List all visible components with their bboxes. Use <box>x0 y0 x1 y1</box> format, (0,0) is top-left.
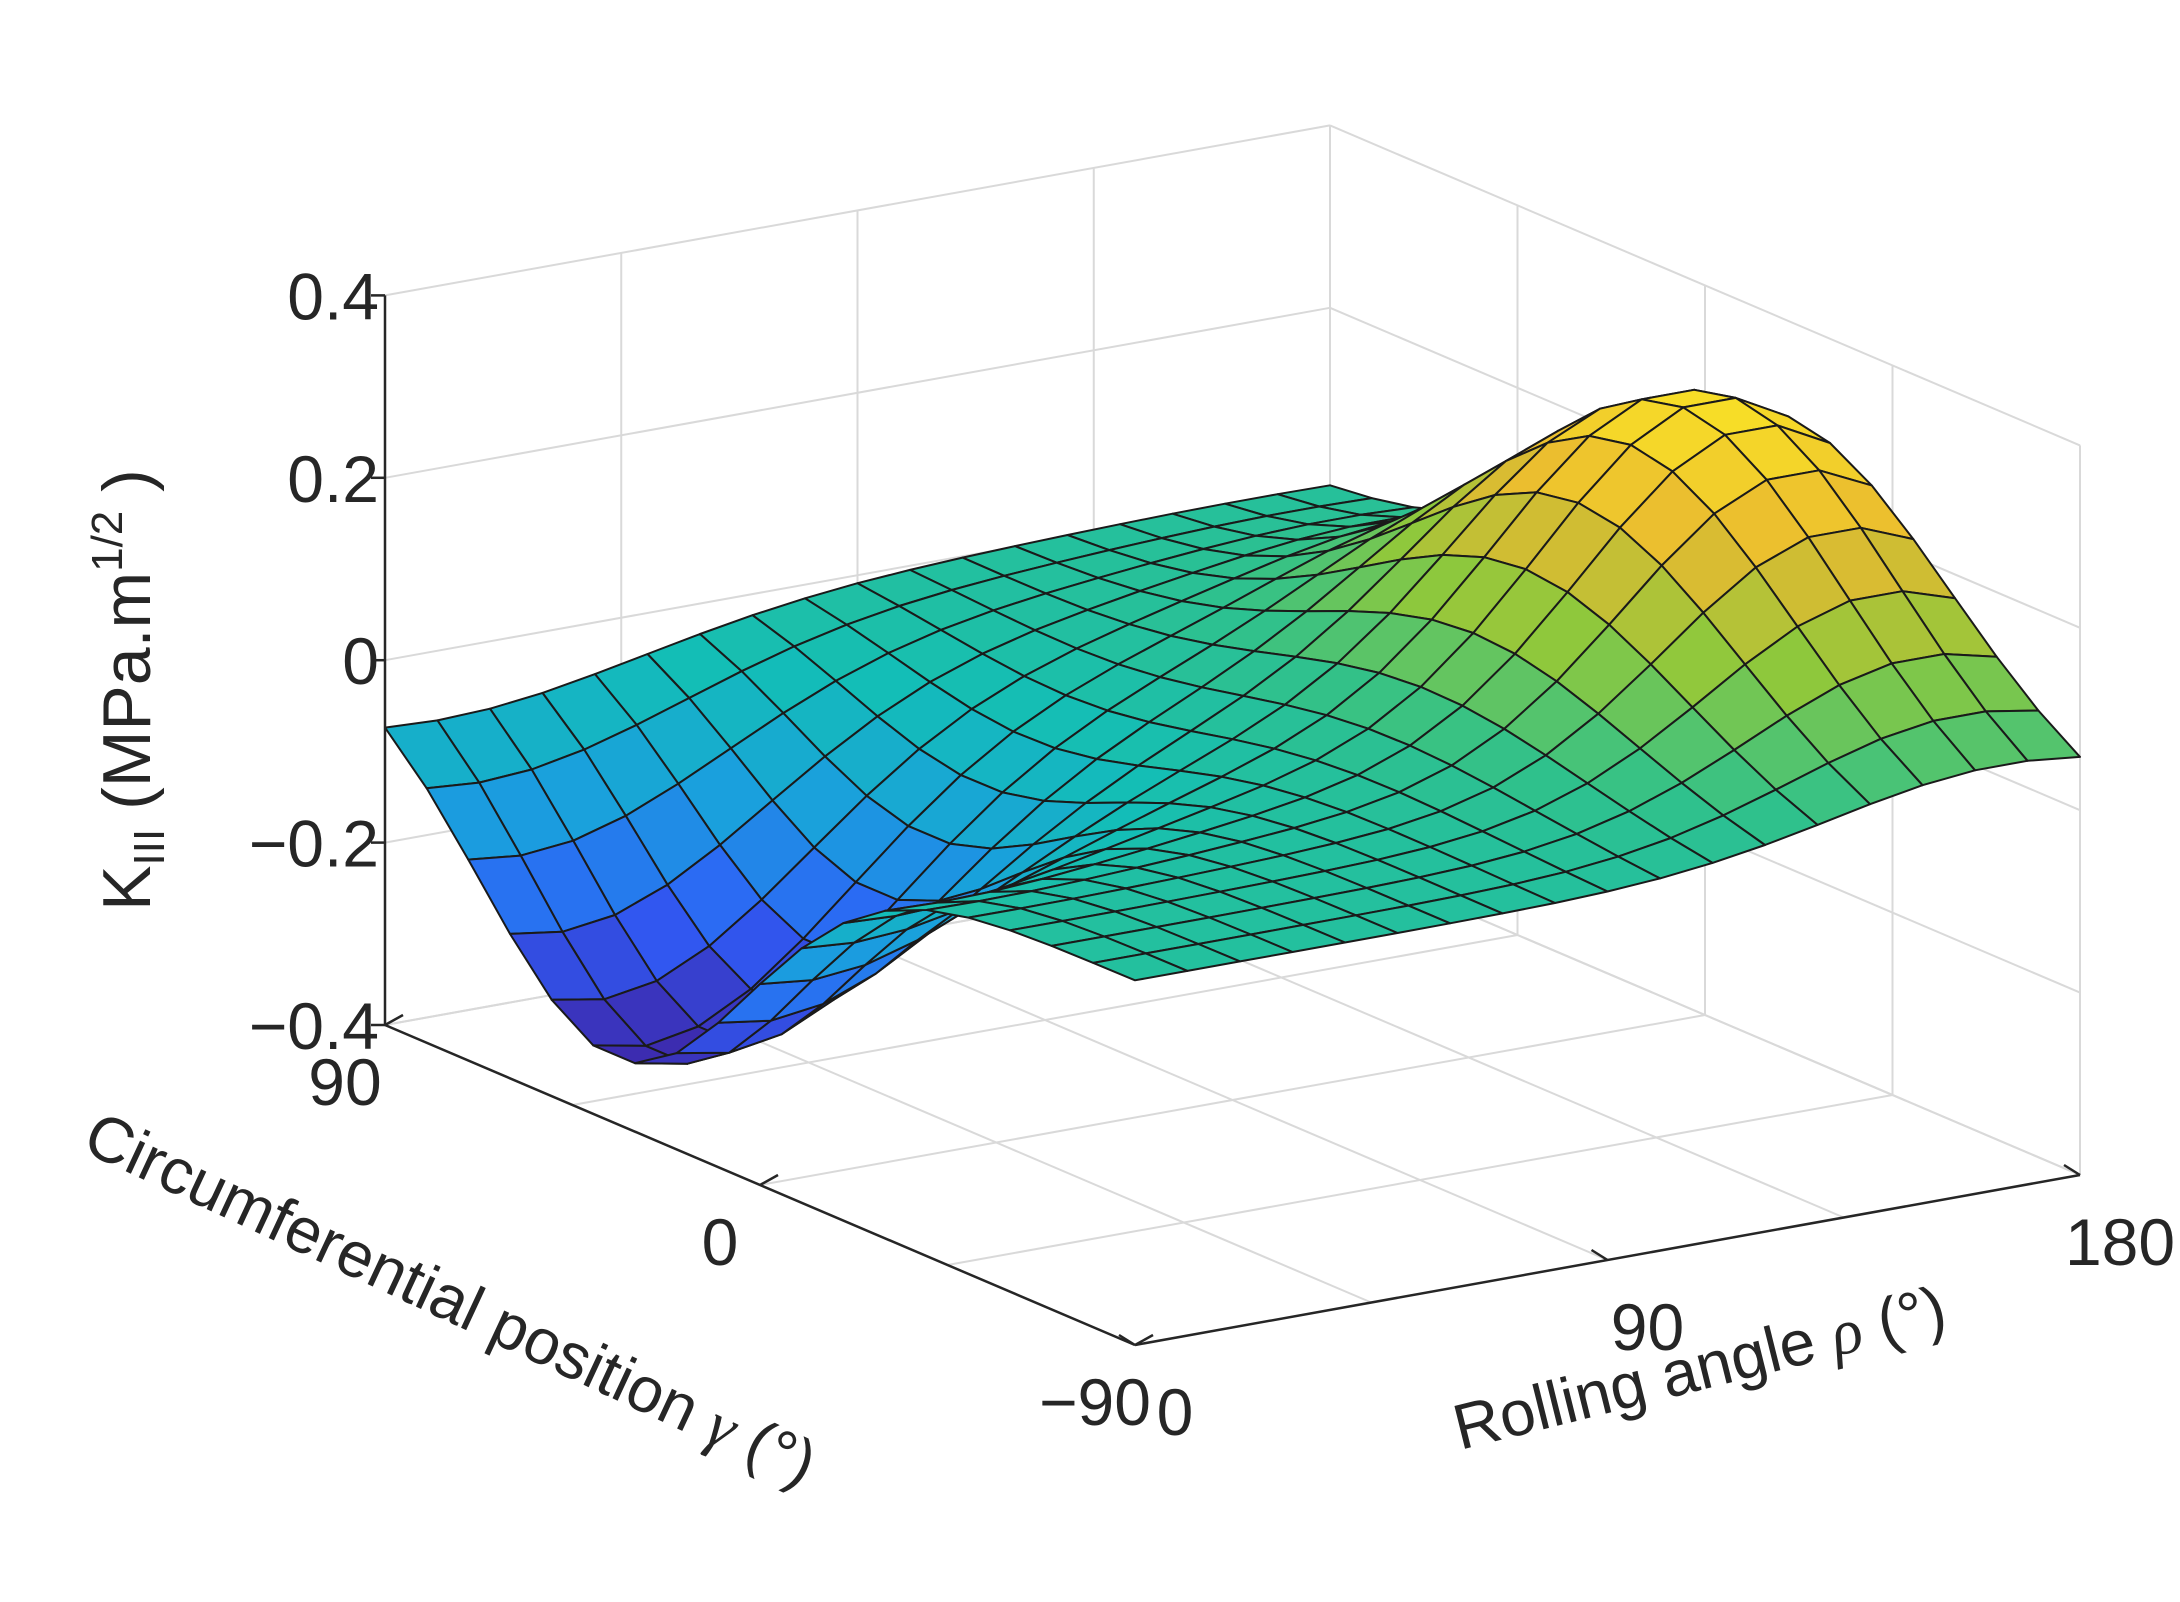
x-tick <box>1590 1248 1609 1262</box>
y-tick <box>1134 1333 1154 1347</box>
grid-line <box>384 124 1331 297</box>
z-tick-label: 0.4 <box>287 259 379 333</box>
y-tick-label: 0 <box>702 1205 739 1279</box>
x-tick-label: 90 <box>1611 1290 1684 1364</box>
y-axis-label: Circumferential position γ (°) <box>74 1097 827 1499</box>
z-label-units: (MPa.m <box>89 572 165 829</box>
z-tick-label: −0.2 <box>249 807 379 881</box>
grid-line <box>384 306 1331 479</box>
y-tick-label: 90 <box>308 1045 381 1119</box>
z-label-main: K <box>89 865 165 910</box>
x-tick <box>1118 1333 1136 1347</box>
x-tick-label: 180 <box>2065 1205 2175 1279</box>
z-label-units-sup: 1/2 <box>83 511 132 572</box>
z-tick-label: 0.2 <box>287 442 379 516</box>
surface-mesh <box>384 388 2081 1065</box>
x-tick-label: 0 <box>1157 1375 1194 1449</box>
z-label-subscript: III <box>125 829 174 866</box>
y-tick <box>384 1013 404 1027</box>
grid-line <box>759 1014 1706 1186</box>
z-tick-label: −0.4 <box>249 989 379 1063</box>
surface-patch <box>1092 952 1189 982</box>
y-tick-label: −90 <box>1039 1365 1151 1439</box>
grid-line <box>1329 124 2081 447</box>
y-tick <box>759 1173 779 1187</box>
z-tick-label: 0 <box>342 624 379 698</box>
y-label-text: Circumferential position <box>74 1097 727 1452</box>
x-label-unit: (°) <box>1852 1272 1953 1363</box>
grid-line <box>947 1094 1893 1266</box>
z-label-units-close: ) <box>89 469 165 511</box>
z-axis-label: KIII (MPa.m1/2 ) <box>83 469 174 911</box>
x-axis-label: Rolling angle ρ (°) <box>1446 1272 1953 1464</box>
x-tick <box>2063 1163 2081 1177</box>
grid-line <box>572 934 1518 1106</box>
